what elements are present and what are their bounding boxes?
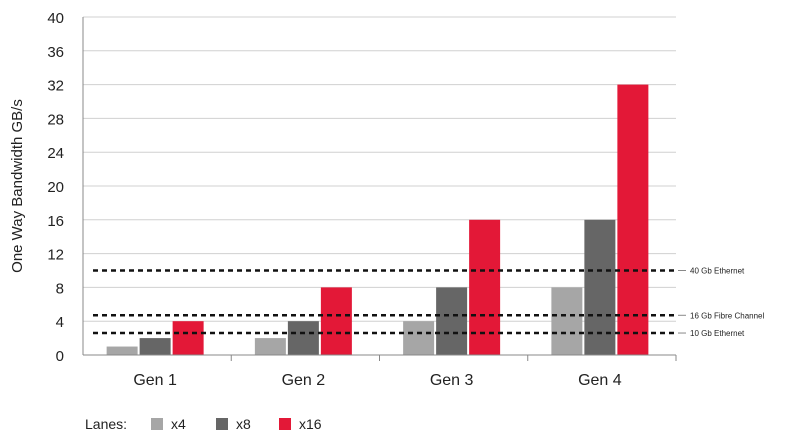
reference-line-label: 10 Gb Ethernet bbox=[690, 329, 745, 338]
legend-swatch-x16 bbox=[279, 418, 291, 430]
legend-title: Lanes: bbox=[85, 416, 127, 432]
legend-label-x4: x4 bbox=[171, 416, 186, 432]
bar-x16-gen-3 bbox=[469, 219, 501, 355]
bar-x4-gen-2 bbox=[254, 338, 286, 355]
bar-x16-gen-2 bbox=[320, 287, 352, 355]
y-tick-label: 16 bbox=[47, 213, 64, 230]
y-tick-label: 20 bbox=[47, 179, 64, 196]
y-tick-label: 28 bbox=[47, 111, 64, 128]
y-axis-label: One Way Bandwidth GB/s bbox=[9, 99, 26, 273]
gridlines bbox=[83, 16, 676, 322]
legend-swatch-x4 bbox=[151, 418, 163, 430]
bar-x16-gen-4 bbox=[617, 84, 649, 355]
y-tick-label: 36 bbox=[47, 44, 64, 61]
legend-label-x8: x8 bbox=[236, 416, 251, 432]
category-label: Gen 1 bbox=[133, 372, 177, 389]
bar-x4-gen-1 bbox=[106, 346, 138, 355]
y-tick-label: 4 bbox=[56, 314, 64, 331]
category-label: Gen 2 bbox=[282, 372, 326, 389]
y-tick-label: 24 bbox=[47, 145, 64, 162]
bar-x4-gen-4 bbox=[551, 287, 583, 355]
y-tick-label: 8 bbox=[56, 280, 64, 297]
bar-x8-gen-3 bbox=[436, 287, 468, 355]
y-tick-label: 40 bbox=[47, 10, 64, 27]
axes bbox=[82, 17, 677, 361]
y-tick-label: 0 bbox=[56, 348, 64, 365]
bar-x8-gen-1 bbox=[139, 338, 171, 355]
bar-x4-gen-3 bbox=[403, 321, 435, 355]
legend: Lanes: x4 x8 x16 bbox=[85, 416, 322, 432]
legend-label-x16: x16 bbox=[299, 416, 322, 432]
bar-x16-gen-1 bbox=[172, 321, 204, 355]
bar-x8-gen-2 bbox=[287, 321, 319, 355]
reference-line-label: 16 Gb Fibre Channel bbox=[690, 311, 764, 320]
reference-lines: 40 Gb Ethernet 16 Gb Fibre Channel 10 Gb E… bbox=[93, 267, 764, 338]
reference-line-label: 40 Gb Ethernet bbox=[690, 267, 745, 276]
y-tick-label: 32 bbox=[47, 78, 64, 95]
bar-x8-gen-4 bbox=[584, 219, 616, 355]
category-label: Gen 4 bbox=[578, 372, 622, 389]
category-labels: Gen 1 Gen 2 Gen 3 Gen 4 bbox=[133, 372, 621, 389]
y-axis-ticks: 0 4 8 12 16 20 24 28 32 36 40 bbox=[47, 10, 64, 365]
legend-swatch-x8 bbox=[216, 418, 228, 430]
y-tick-label: 12 bbox=[47, 247, 64, 264]
category-label: Gen 3 bbox=[430, 372, 474, 389]
